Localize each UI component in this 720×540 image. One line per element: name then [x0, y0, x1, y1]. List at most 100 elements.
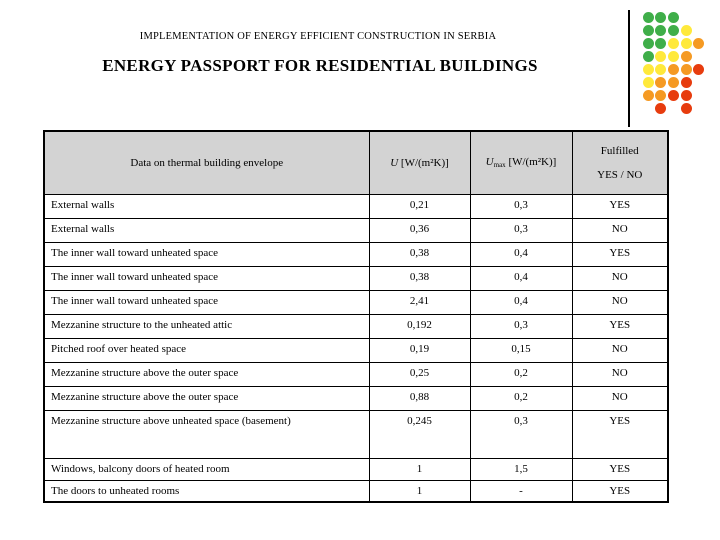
- slide-kicker: IMPLEMENTATION OF ENERGY EFFICIENT CONST…: [139, 31, 497, 42]
- umax-value-cell: 0,3: [469, 217, 573, 243]
- col-header-envelope: Data on thermal building envelope: [43, 130, 370, 195]
- envelope-cell: The inner wall toward unheated space: [43, 241, 370, 267]
- green-dot-icon: [642, 37, 654, 49]
- yes-no-label: YES / NO: [597, 168, 643, 181]
- envelope-cell: Pitched roof over heated space: [43, 337, 370, 363]
- fulfilled-cell: NO: [571, 265, 669, 291]
- u-value-cell: 1: [368, 457, 471, 481]
- umax-value-cell: 0,2: [469, 385, 573, 411]
- red-dot-icon: [693, 63, 705, 75]
- envelope-cell: Mezzanine structure above the outer spac…: [43, 361, 370, 387]
- table-row: The inner wall toward unheated space 0,3…: [43, 265, 669, 291]
- umax-value-cell: 0,3: [469, 193, 573, 219]
- fulfilled-cell: YES: [571, 313, 669, 339]
- envelope-cell: Windows, balcony doors of heated room: [43, 457, 370, 481]
- col-header-fulfilled: Fulfilled YES / NO: [571, 130, 669, 195]
- envelope-cell: External walls: [43, 217, 370, 243]
- table-row: Mezzanine structure above the outer spac…: [43, 385, 669, 411]
- fulfilled-cell: NO: [571, 289, 669, 315]
- u-unit: [W/(m²K)]: [398, 156, 449, 169]
- thermal-envelope-table: Data on thermal building envelope U [W/(…: [43, 130, 669, 503]
- yellow-dot-icon: [655, 50, 667, 62]
- col-header-umax: Umax [W/(m²K)]: [469, 130, 573, 195]
- envelope-cell: Mezzanine structure to the unheated atti…: [43, 313, 370, 339]
- yellow-dot-icon: [655, 63, 667, 75]
- yellow-dot-icon: [667, 50, 679, 62]
- envelope-cell: External walls: [43, 193, 370, 219]
- yellow-dot-icon: [680, 37, 692, 49]
- table-row: Pitched roof over heated space 0,19 0,15…: [43, 337, 669, 363]
- yellow-dot-icon: [642, 76, 654, 88]
- red-dot-icon: [680, 76, 692, 88]
- umax-subscript: max: [493, 161, 506, 170]
- red-dot-icon: [680, 102, 692, 114]
- fulfilled-cell: NO: [571, 337, 669, 363]
- green-dot-icon: [642, 24, 654, 36]
- envelope-cell: The inner wall toward unheated space: [43, 289, 370, 315]
- u-value-cell: 0,36: [368, 217, 471, 243]
- orange-dot-icon: [655, 76, 667, 88]
- table-row: Mezzanine structure above the outer spac…: [43, 361, 669, 387]
- red-dot-icon: [667, 89, 679, 101]
- umax-symbol: U: [485, 156, 494, 169]
- fulfilled-cell: YES: [571, 457, 669, 481]
- orange-dot-icon: [655, 89, 667, 101]
- u-value-cell: 1: [368, 479, 471, 503]
- fulfilled-cell: YES: [571, 241, 669, 267]
- umax-value-cell: 1,5: [469, 457, 573, 481]
- u-value-cell: 0,192: [368, 313, 471, 339]
- table-row: External walls 0,21 0,3 YES: [43, 193, 669, 219]
- u-value-cell: 0,38: [368, 241, 471, 267]
- u-symbol: U: [390, 156, 399, 169]
- green-dot-icon: [667, 24, 679, 36]
- u-value-cell: 0,19: [368, 337, 471, 363]
- col-header-u: U [W/(m²K)]: [368, 130, 471, 195]
- table-header-row: Data on thermal building envelope U [W/(…: [43, 130, 669, 195]
- u-value-cell: 0,25: [368, 361, 471, 387]
- page-title: ENERGY PASSPORT FOR RESIDENTIAL BUILDING…: [102, 56, 538, 75]
- umax-value-cell: 0,4: [469, 289, 573, 315]
- table-row: The doors to unheated rooms 1 - YES: [43, 479, 669, 503]
- umax-value-cell: 0,4: [469, 265, 573, 291]
- fulfilled-cell: YES: [571, 193, 669, 219]
- red-dot-icon: [655, 102, 667, 114]
- decorative-vertical-line: [628, 10, 630, 127]
- u-value-cell: 0,21: [368, 193, 471, 219]
- umax-value-cell: 0,2: [469, 361, 573, 387]
- envelope-cell: The doors to unheated rooms: [43, 479, 370, 503]
- fulfilled-label: Fulfilled: [600, 144, 639, 157]
- umax-unit: [W/(m²K)]: [505, 156, 557, 169]
- table-row: Mezzanine structure to the unheated atti…: [43, 313, 669, 339]
- fulfilled-cell: NO: [571, 217, 669, 243]
- table-row: Windows, balcony doors of heated room 1 …: [43, 457, 669, 481]
- umax-value-cell: 0,4: [469, 241, 573, 267]
- orange-dot-icon: [667, 76, 679, 88]
- envelope-cell: Mezzanine structure above the outer spac…: [43, 385, 370, 411]
- yellow-dot-icon: [667, 37, 679, 49]
- orange-dot-icon: [693, 37, 705, 49]
- table-row: External walls 0,36 0,3 NO: [43, 217, 669, 243]
- u-value-cell: 0,38: [368, 265, 471, 291]
- umax-value-cell: 0,15: [469, 337, 573, 363]
- envelope-cell: The inner wall toward unheated space: [43, 265, 370, 291]
- orange-dot-icon: [667, 63, 679, 75]
- green-dot-icon: [642, 50, 654, 62]
- red-dot-icon: [680, 89, 692, 101]
- u-value-cell: 0,88: [368, 385, 471, 411]
- green-dot-icon: [642, 11, 654, 23]
- yellow-dot-icon: [680, 24, 692, 36]
- green-dot-icon: [655, 11, 667, 23]
- u-value-cell: 2,41: [368, 289, 471, 315]
- orange-dot-icon: [680, 63, 692, 75]
- fulfilled-cell: NO: [571, 385, 669, 411]
- yellow-dot-icon: [642, 63, 654, 75]
- envelope-cell: Mezzanine structure above unheated space…: [43, 409, 370, 459]
- u-value-cell: 0,245: [368, 409, 471, 459]
- umax-value-cell: -: [469, 479, 573, 503]
- green-dot-icon: [667, 11, 679, 23]
- green-dot-icon: [655, 37, 667, 49]
- umax-value-cell: 0,3: [469, 409, 573, 459]
- fulfilled-cell: YES: [571, 479, 669, 503]
- orange-dot-icon: [642, 89, 654, 101]
